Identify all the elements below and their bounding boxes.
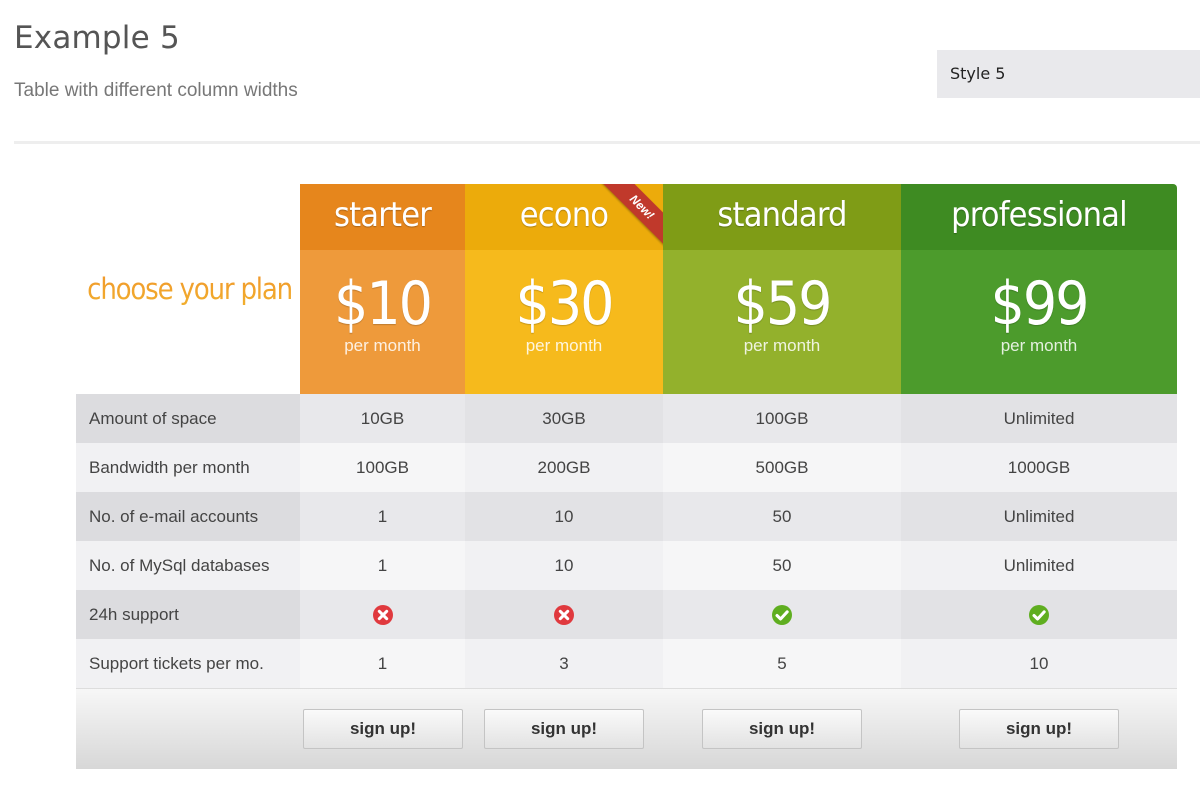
feature-label: No. of e-mail accounts [76,492,300,541]
plan-period: per month [743,336,821,355]
feature-cell [663,590,901,639]
feature-value: Unlimited [901,541,1177,590]
cross-icon [372,604,394,626]
feature-cell [300,590,465,639]
signup-button-starter[interactable]: sign up! [303,709,463,749]
table-row: 24h support [76,590,1177,639]
plan-period: per month [1000,336,1078,355]
table-row: Bandwidth per month 100GB 200GB 500GB 1000GB [76,443,1177,492]
table-row: No. of e-mail accounts 1 10 50 Unlimited [76,492,1177,541]
plan-price: $10 [333,269,433,339]
feature-value: Unlimited [901,492,1177,541]
feature-value: 10GB [300,394,465,443]
feature-label: 24h support [76,590,300,639]
plan-price-area: $99 per month [901,250,1177,394]
page-subtitle: Table with different column widths [14,80,298,101]
signup-button-standard[interactable]: sign up! [702,709,862,749]
check-icon [771,604,793,626]
feature-label: Bandwidth per month [76,443,300,492]
feature-value: 200GB [465,443,663,492]
plan-price: $30 [515,269,614,339]
feature-label: No. of MySql databases [76,541,300,590]
table-row: Support tickets per mo. 1 3 5 10 [76,639,1177,688]
feature-label: Amount of space [76,394,300,443]
plan-price: $99 [990,269,1089,339]
feature-value: 100GB [663,394,901,443]
feature-label: Support tickets per mo. [76,639,300,688]
feature-value: 5 [663,639,901,688]
plan-period: per month [344,336,421,355]
plan-tagline: choose your plan [76,184,300,394]
plan-standard: standard $59 per month [663,184,901,394]
feature-value: 10 [901,639,1177,688]
feature-value: 1000GB [901,443,1177,492]
feature-cell [465,590,663,639]
signup-button-econo[interactable]: sign up! [484,709,644,749]
plan-price-area: $10 per month [300,250,465,394]
table-row: No. of MySql databases 1 10 50 Unlimited [76,541,1177,590]
feature-value: Unlimited [901,394,1177,443]
plan-professional: professional $99 per month [901,184,1177,394]
plan-period: per month [525,336,603,355]
plan-price-area: $30 per month [465,250,663,394]
feature-value: 500GB [663,443,901,492]
plan-econo: econo $30 per month New! [465,184,663,394]
plan-name: professional [901,184,1177,250]
signup-button-professional[interactable]: sign up! [959,709,1119,749]
feature-value: 50 [663,492,901,541]
feature-value: 50 [663,541,901,590]
feature-rows: Amount of space 10GB 30GB 100GB Unlimited Ban… [76,394,1177,769]
plan-name: starter [300,184,465,250]
divider [14,141,1200,144]
feature-value: 10 [465,541,663,590]
feature-value: 100GB [300,443,465,492]
feature-value: 30GB [465,394,663,443]
plan-starter: starter $10 per month [300,184,465,394]
feature-value: 10 [465,492,663,541]
feature-value: 1 [300,492,465,541]
style-select[interactable]: Style 5 [937,50,1200,98]
feature-value: 1 [300,541,465,590]
check-icon [1028,604,1050,626]
plan-name: standard [663,184,901,250]
feature-cell [901,590,1177,639]
table-row: Amount of space 10GB 30GB 100GB Unlimited [76,394,1177,443]
feature-value: 3 [465,639,663,688]
signup-row: sign up! sign up! sign up! sign up! [76,688,1177,769]
plan-price-area: $59 per month [663,250,901,394]
page-title: Example 5 [14,20,180,56]
feature-value: 1 [300,639,465,688]
cross-icon [553,604,575,626]
plan-price: $59 [733,269,832,339]
